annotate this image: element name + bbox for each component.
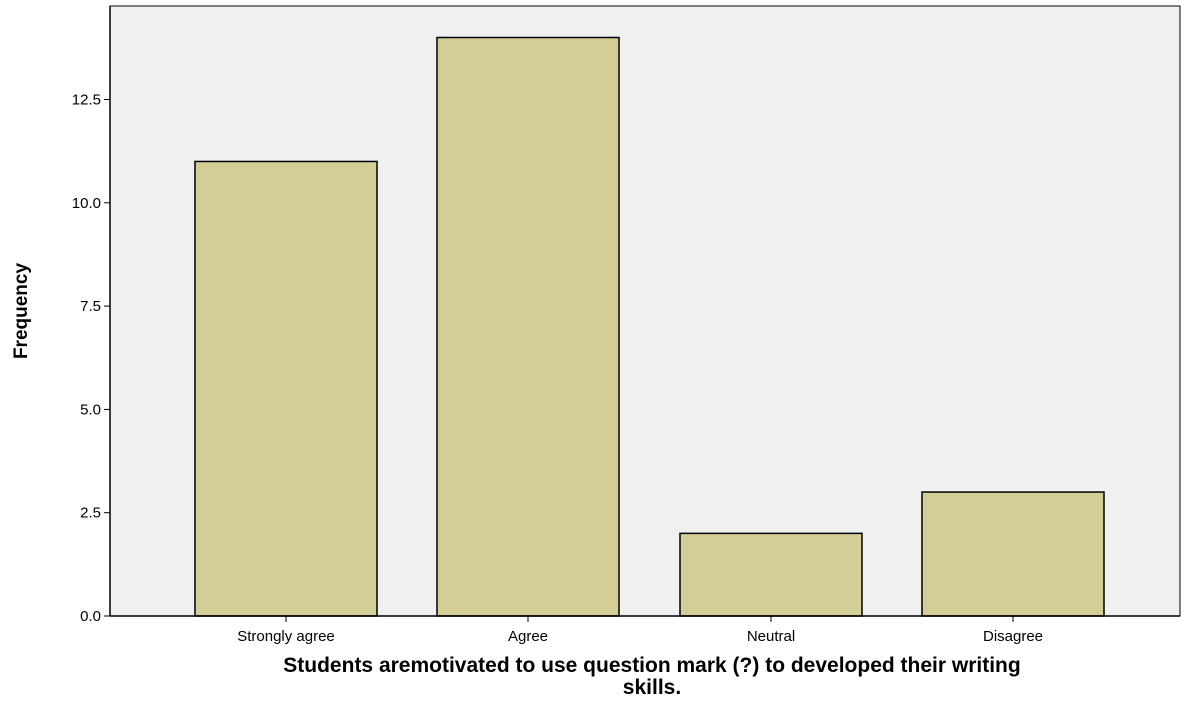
x-axis-category-labels: Strongly agree Agree Neutral Disagree xyxy=(237,616,1043,645)
y-axis-ticks: 0.0 2.5 5.0 7.5 10.0 12.5 xyxy=(72,91,110,625)
bar-strongly-agree xyxy=(194,160,378,617)
x-category-label: Neutral xyxy=(747,628,795,645)
bar-disagree xyxy=(921,491,1105,617)
x-axis-title: Students aremotivated to use question ma… xyxy=(283,654,1020,699)
y-tick-label: 12.5 xyxy=(72,91,101,108)
bar-neutral xyxy=(679,532,863,617)
y-tick-label: 7.5 xyxy=(80,298,101,315)
y-axis-title: Frequency xyxy=(11,263,32,360)
y-tick-label: 5.0 xyxy=(80,401,101,418)
bars-group xyxy=(194,36,1105,617)
y-tick-label: 0.0 xyxy=(80,608,101,625)
x-category-label: Agree xyxy=(508,628,548,645)
x-category-label: Disagree xyxy=(983,628,1043,645)
x-category-label: Strongly agree xyxy=(237,628,335,645)
bar-agree xyxy=(436,36,620,617)
y-tick-label: 10.0 xyxy=(72,195,101,212)
y-tick-label: 2.5 xyxy=(80,505,101,522)
